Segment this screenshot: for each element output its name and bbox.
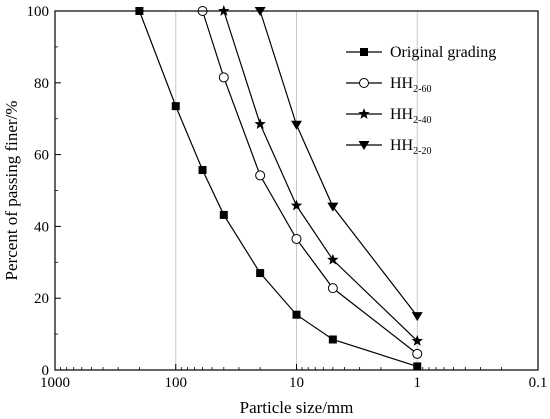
axis-ticks: 1000 100 10 1 0.1 0 20 40 60 80 100 [27, 4, 548, 391]
y-tick-label: 100 [27, 4, 50, 20]
legend-item: Original grading [346, 44, 496, 61]
data-point [412, 348, 423, 359]
x-tick-label: 1 [414, 375, 422, 391]
legend-marker [359, 78, 369, 88]
series-line [138, 10, 418, 367]
data-point [218, 72, 229, 83]
y-tick-label: 60 [34, 148, 49, 164]
series-line [201, 10, 418, 355]
x-tick-label: 1000 [40, 375, 70, 391]
data-point [327, 202, 339, 212]
legend-label-main: HH [390, 75, 414, 92]
y-tick-label: 80 [34, 76, 49, 92]
x-tick-label: 0.1 [529, 375, 548, 391]
legend-marker [360, 48, 368, 56]
series-layer [135, 5, 423, 371]
series-2 [197, 6, 423, 359]
legend-marker [358, 108, 370, 119]
data-point [256, 269, 265, 278]
legend-label-subscript: 2-40 [413, 115, 431, 126]
y-tick-label: 40 [34, 219, 49, 235]
y-tick-label: 0 [42, 363, 50, 379]
legend-label-main: Original grading [390, 44, 496, 61]
series-1 [135, 7, 422, 371]
x-tick-label: 100 [165, 375, 188, 391]
legend-label: HH2-60 [390, 75, 431, 95]
legend-label-subscript: 2-20 [413, 146, 431, 157]
data-point [327, 283, 338, 294]
series-line [259, 10, 418, 317]
data-point [171, 102, 180, 111]
data-point [291, 233, 302, 244]
legend-label: HH2-20 [390, 137, 431, 157]
legend-item: HH2-20 [346, 137, 431, 157]
x-tick-label: 10 [289, 375, 304, 391]
legend-label: HH2-40 [390, 106, 431, 126]
legend-label: Original grading [390, 44, 496, 61]
legend-label-main: HH [390, 106, 414, 123]
y-tick-label: 20 [34, 291, 49, 307]
data-point [292, 310, 301, 319]
data-point [328, 335, 337, 344]
data-point [327, 253, 339, 265]
data-point [411, 334, 423, 346]
series-4 [254, 7, 423, 322]
legend-label-main: HH [390, 137, 414, 154]
legend-marker [358, 141, 370, 150]
data-point [255, 170, 266, 181]
data-point [198, 166, 207, 175]
data-point [254, 118, 266, 129]
y-axis-title: Percent of passing finer/% [2, 101, 21, 281]
series-line [223, 10, 418, 342]
data-point [291, 120, 302, 130]
data-point [411, 312, 423, 322]
data-point [219, 210, 228, 219]
data-point [290, 199, 303, 211]
legend-item: HH2-60 [346, 75, 431, 95]
legend-label-subscript: 2-60 [413, 84, 431, 95]
x-axis-title: Particle size/mm [240, 398, 354, 417]
grid-lines [175, 11, 418, 370]
legend-item: HH2-40 [346, 106, 431, 126]
